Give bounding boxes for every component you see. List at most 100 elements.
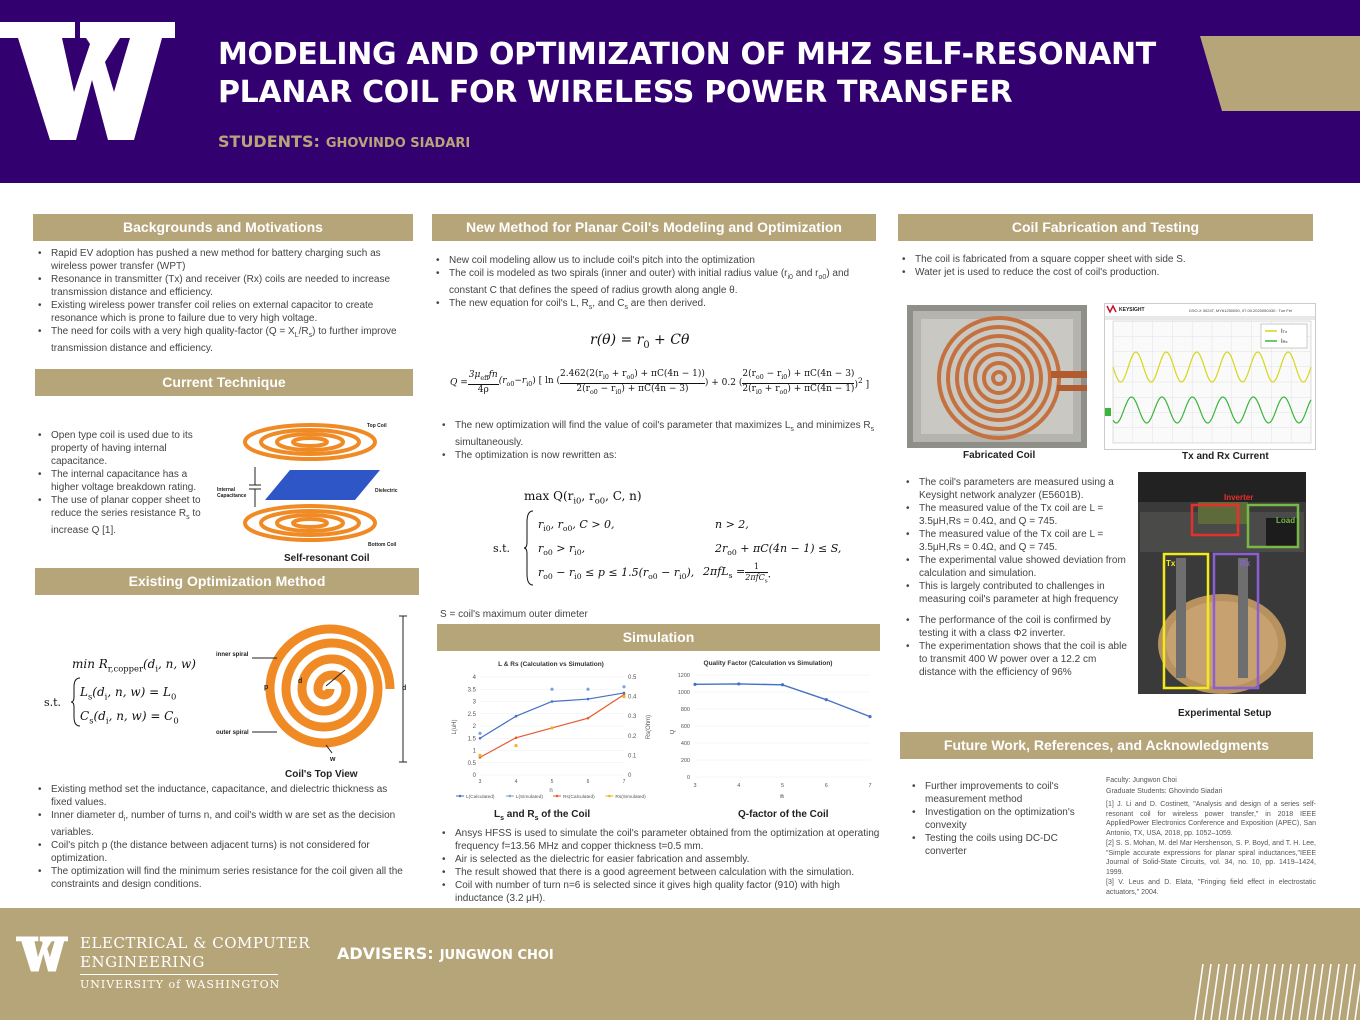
department-line-1: ELECTRICAL & COMPUTER xyxy=(80,934,311,952)
references: Faculty: Jungwon Choi Graduate Students:… xyxy=(1106,776,1316,898)
existing-objective: min Rr,copper(di, n, w) xyxy=(72,657,196,674)
fabrication-list: The coil is fabricated from a square cop… xyxy=(901,253,1313,279)
stripe xyxy=(1322,964,1332,1020)
tick-label: 400 xyxy=(681,741,690,747)
caption-q-factor: Q-factor of the Coil xyxy=(738,809,829,820)
tick-label: 0 xyxy=(473,773,477,779)
reference-3: [3] V. Leus and D. Elata, "Fringing fiel… xyxy=(1106,879,1316,896)
stripe xyxy=(1298,964,1308,1020)
opt-st: s.t. xyxy=(493,542,511,555)
existing-list: Existing method set the inductance, capa… xyxy=(37,783,407,891)
data-point xyxy=(622,685,626,689)
title-line-1: MODELING AND OPTIMIZATION OF MHZ SELF-RE… xyxy=(218,37,1156,72)
data-point xyxy=(824,698,828,702)
list-item: Further improvements to coil's measureme… xyxy=(911,780,1091,806)
legend-sub: Rx xyxy=(1283,339,1288,344)
series-line xyxy=(479,692,625,739)
axis-label: Q xyxy=(670,729,676,734)
list-item: Air is selected as the dielectric for ea… xyxy=(441,853,881,866)
students-label: STUDENTS: xyxy=(218,132,320,151)
data-point xyxy=(737,682,741,686)
data-point xyxy=(514,714,518,718)
list-item: Open type coil is used due to its proper… xyxy=(37,429,209,468)
tick-label: 4 xyxy=(737,783,740,789)
list-item: Existing method set the inductance, capa… xyxy=(37,783,407,809)
opt-constraint-3b: 2πfLs = 1 2πfCs. xyxy=(703,562,772,585)
tick-label: 0.4 xyxy=(628,695,637,701)
students-value: GHOVINDO SIADARI xyxy=(325,136,471,151)
oscilloscope-screenshot: KEYSIGHT DSO-X 3024T, MY61250050, 07.00.… xyxy=(1104,303,1316,450)
legend-marker xyxy=(608,794,611,798)
setup-label-load: Load xyxy=(1276,516,1295,525)
legend-sub: Tx xyxy=(1283,329,1287,334)
list-item: Water jet is used to reduce the cost of … xyxy=(901,266,1313,279)
tick-label: 0.3 xyxy=(628,714,637,720)
tick-label: 600 xyxy=(681,724,690,730)
setup-label-rx: Rx xyxy=(1240,559,1251,568)
list-item: Testing the coils using DC-DC converter xyxy=(911,832,1091,858)
list-item: Ansys HFSS is used to simulate the coil'… xyxy=(441,827,881,853)
future-list: Further improvements to coil's measureme… xyxy=(911,780,1091,858)
list-item: New coil modeling allow us to include co… xyxy=(435,254,875,267)
tick-label: 1200 xyxy=(678,673,690,679)
department-name: ELECTRICAL & COMPUTER ENGINEERING xyxy=(80,934,310,972)
tick-label: 2 xyxy=(473,724,477,730)
constraint-note: S = coil's maximum outer dimeter xyxy=(440,609,588,620)
top-coil-icon xyxy=(243,423,377,461)
load-box xyxy=(1246,503,1300,549)
list-item: Resonance in transmitter (Tx) and receiv… xyxy=(37,273,407,299)
tick-label: 2.5 xyxy=(468,712,477,718)
fig-label: inner spiral xyxy=(216,652,249,658)
brace-icon xyxy=(524,510,534,586)
fig-label: d xyxy=(298,678,302,685)
legend-label: I xyxy=(1281,339,1283,345)
advisers: ADVISERS: JUNGWON CHOI xyxy=(337,944,554,963)
caption-tx-rx-current: Tx and Rx Current xyxy=(1182,451,1269,462)
stripe xyxy=(1330,964,1340,1020)
data-point xyxy=(478,753,482,757)
list-item: The optimization will find the minimum s… xyxy=(37,865,407,891)
list-item: The experimentation shows that the coil … xyxy=(905,640,1133,679)
legend-label: Rs(Calculated) xyxy=(563,794,595,800)
reference-1: [1] J. Li and D. Costinett, "Analysis an… xyxy=(1106,801,1316,837)
capacitor-icon xyxy=(249,467,261,507)
stripe xyxy=(1290,964,1300,1020)
tick-label: 0.1 xyxy=(628,753,637,759)
existing-st: s.t. xyxy=(44,696,62,709)
scope-brand: KEYSIGHT xyxy=(1119,307,1145,313)
data-point xyxy=(478,731,482,735)
axis-label: n xyxy=(549,788,552,794)
opt-constraint-2b: 2ro0 + πC(4n − 1) ≤ S, xyxy=(715,542,842,558)
students: STUDENTS: GHOVINDO SIADARI xyxy=(218,132,470,151)
list-item: Rapid EV adoption has pushed a new metho… xyxy=(37,247,407,273)
tick-label: 6 xyxy=(825,783,828,789)
fig-label: p xyxy=(264,684,268,691)
data-point xyxy=(550,687,554,691)
axis-label: L(uH) xyxy=(452,719,458,734)
backgrounds-list: Rapid EV adoption has pushed a new metho… xyxy=(37,247,407,355)
grad-students: Graduate Students: Ghovindo Siadari xyxy=(1106,787,1223,795)
fig-label: outer spiral xyxy=(216,730,249,736)
tick-label: 0.2 xyxy=(628,734,637,740)
stripe xyxy=(1250,964,1260,1020)
legend-label: L(Calculated) xyxy=(466,794,495,800)
stripe xyxy=(1226,964,1236,1020)
tick-label: 4 xyxy=(515,779,518,785)
existing-constraint-2: Cs(di, n, w) = C0 xyxy=(80,709,179,726)
section-header-backgrounds: Backgrounds and Motivations xyxy=(33,214,413,241)
list-item: The coil is fabricated from a square cop… xyxy=(901,253,1313,266)
caption-fabricated-coil: Fabricated Coil xyxy=(963,450,1036,461)
opt-constraint-1b: n > 2, xyxy=(715,518,749,531)
axis-label: Rs(Ohm) xyxy=(646,715,652,739)
opt-objective: max Q(ri0, ro0, C, n) xyxy=(524,489,642,506)
reference-2: [2] S. S. Mohan, M. del Mar Hershenson, … xyxy=(1106,840,1316,876)
advisers-value: JUNGWON CHOI xyxy=(439,948,554,963)
tick-label: 0.5 xyxy=(468,761,477,767)
fig-label: Capacitance xyxy=(217,493,247,499)
data-point xyxy=(622,695,626,699)
fig-label: Bottom Coil xyxy=(368,542,397,548)
tick-label: 200 xyxy=(681,758,690,764)
title-line-2: PLANAR COIL FOR WIRELESS POWER TRANSFER xyxy=(218,75,1013,110)
list-item: Coil with number of turn n=6 is selected… xyxy=(441,879,881,905)
equation-q: Q = 3μefffn 4ρ (ro0−ri0) [ ln ( 2.462(2(ri… xyxy=(450,369,870,396)
